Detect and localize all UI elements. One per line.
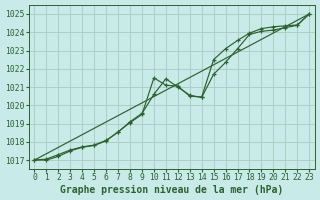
- X-axis label: Graphe pression niveau de la mer (hPa): Graphe pression niveau de la mer (hPa): [60, 185, 284, 195]
